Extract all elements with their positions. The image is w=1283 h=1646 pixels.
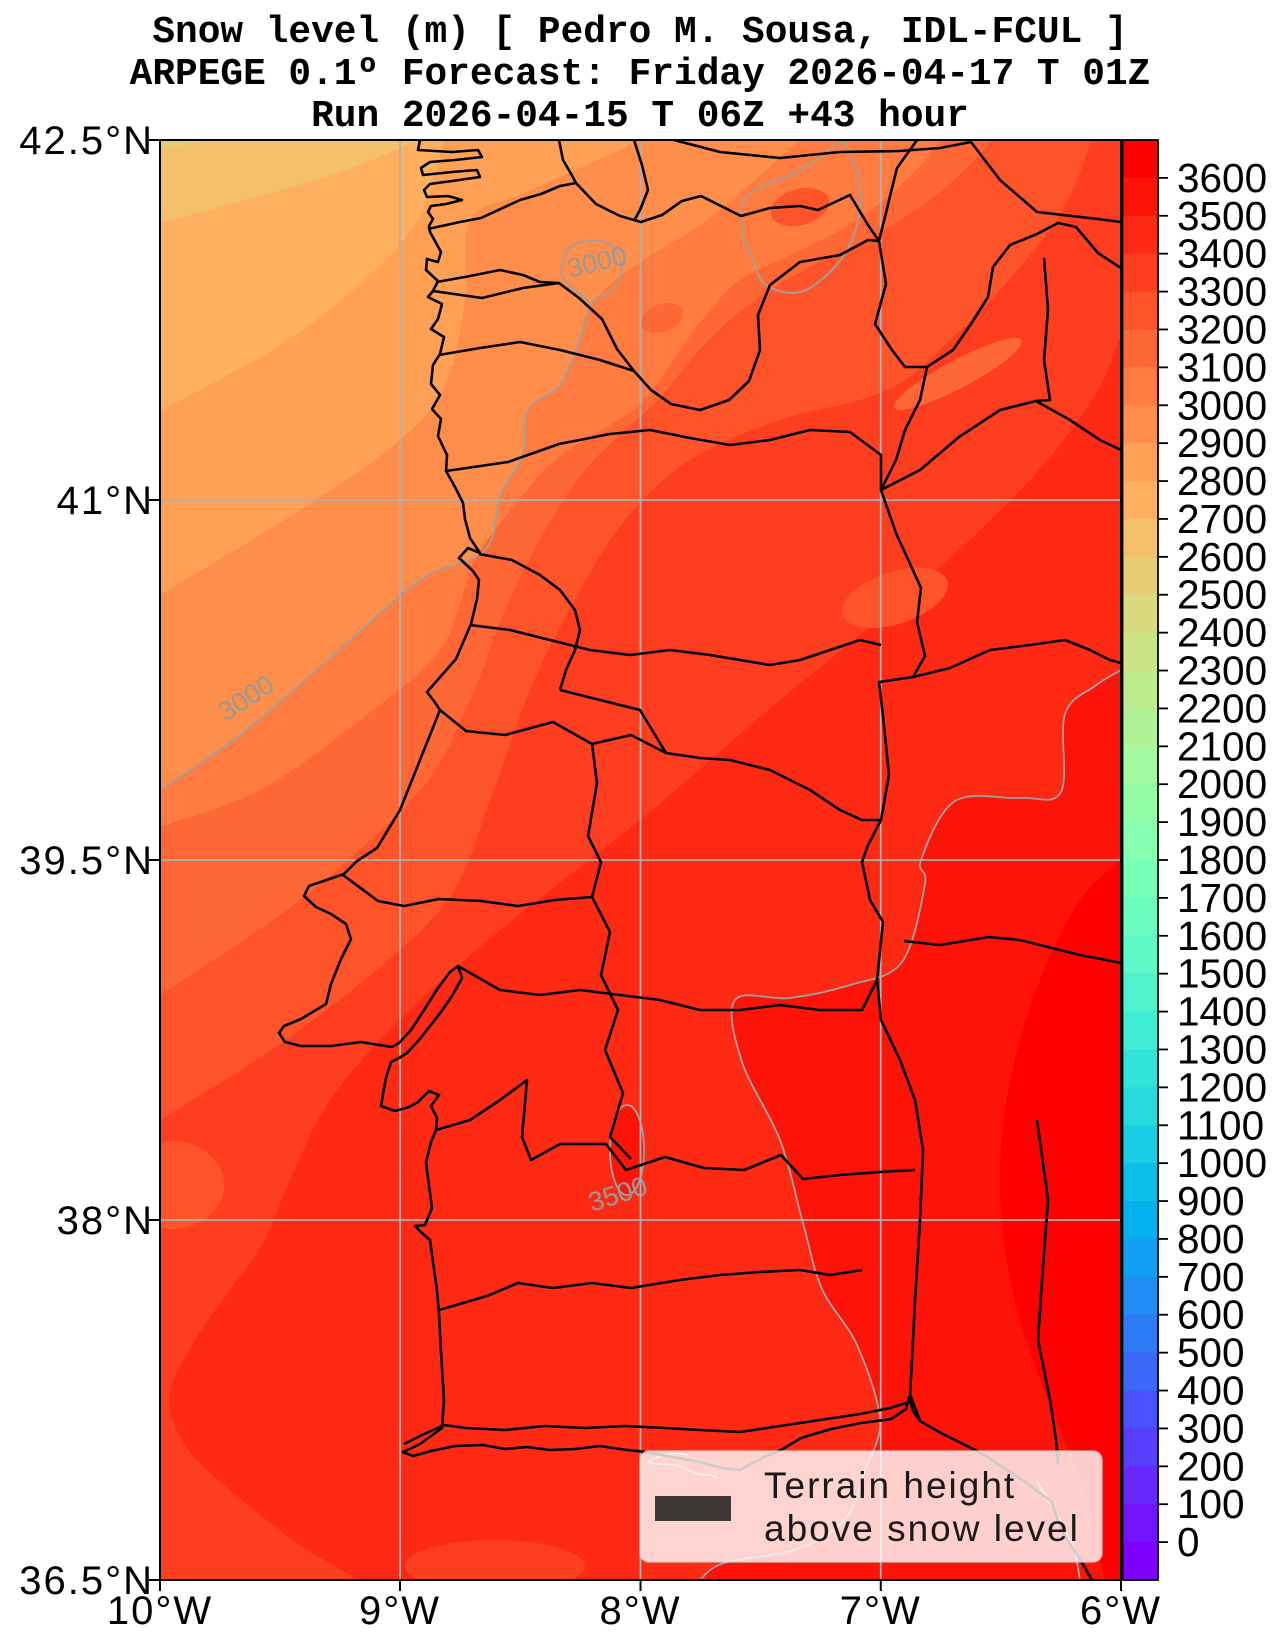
svg-text:300: 300 xyxy=(1177,1405,1245,1451)
svg-text:ARPEGE 0.1º Forecast: Friday 2: ARPEGE 0.1º Forecast: Friday 2026-04-17 … xyxy=(130,54,1151,96)
svg-text:2100: 2100 xyxy=(1177,723,1267,769)
svg-text:1600: 1600 xyxy=(1177,913,1267,959)
svg-text:Run 2026-04-15 T 06Z +43 hour: Run 2026-04-15 T 06Z +43 hour xyxy=(311,96,969,138)
svg-text:38°N: 38°N xyxy=(57,1199,154,1243)
svg-text:41°N: 41°N xyxy=(57,479,154,523)
svg-text:600: 600 xyxy=(1177,1292,1245,1338)
svg-text:3100: 3100 xyxy=(1177,344,1267,390)
svg-text:Terrain height: Terrain height xyxy=(764,1465,1016,1506)
svg-text:2300: 2300 xyxy=(1177,648,1267,694)
svg-text:1900: 1900 xyxy=(1177,799,1267,845)
svg-text:1400: 1400 xyxy=(1177,989,1267,1035)
svg-text:800: 800 xyxy=(1177,1216,1245,1262)
svg-text:3300: 3300 xyxy=(1177,269,1267,315)
svg-text:10°W: 10°W xyxy=(107,1589,213,1633)
svg-text:1000: 1000 xyxy=(1177,1140,1267,1186)
svg-text:2600: 2600 xyxy=(1177,534,1267,580)
svg-text:3500: 3500 xyxy=(1177,193,1267,239)
svg-text:2500: 2500 xyxy=(1177,572,1267,618)
svg-text:2400: 2400 xyxy=(1177,610,1267,656)
svg-text:0: 0 xyxy=(1177,1519,1200,1565)
svg-text:3400: 3400 xyxy=(1177,231,1267,277)
svg-text:Snow level (m) [ Pedro M. Sous: Snow level (m) [ Pedro M. Sousa, IDL-FCU… xyxy=(152,12,1127,54)
svg-text:1800: 1800 xyxy=(1177,837,1267,883)
svg-text:2000: 2000 xyxy=(1177,761,1267,807)
svg-text:36.5°N: 36.5°N xyxy=(19,1559,154,1603)
svg-text:8°W: 8°W xyxy=(600,1589,682,1633)
svg-text:2900: 2900 xyxy=(1177,420,1267,466)
svg-text:3600: 3600 xyxy=(1177,155,1267,201)
svg-text:2200: 2200 xyxy=(1177,685,1267,731)
svg-text:39.5°N: 39.5°N xyxy=(19,839,154,883)
svg-text:1200: 1200 xyxy=(1177,1064,1267,1110)
svg-text:1700: 1700 xyxy=(1177,875,1267,921)
svg-text:42.5°N: 42.5°N xyxy=(19,119,154,163)
svg-text:above snow level: above snow level xyxy=(764,1508,1080,1549)
svg-text:1500: 1500 xyxy=(1177,951,1267,997)
svg-text:3000: 3000 xyxy=(1177,382,1267,428)
svg-text:1300: 1300 xyxy=(1177,1026,1267,1072)
svg-text:900: 900 xyxy=(1177,1178,1245,1224)
svg-text:9°W: 9°W xyxy=(359,1589,441,1633)
svg-text:2800: 2800 xyxy=(1177,458,1267,504)
svg-text:6°W: 6°W xyxy=(1080,1589,1162,1633)
svg-text:100: 100 xyxy=(1177,1481,1245,1527)
svg-text:3200: 3200 xyxy=(1177,306,1267,352)
svg-text:400: 400 xyxy=(1177,1368,1245,1414)
svg-text:200: 200 xyxy=(1177,1443,1245,1489)
svg-text:500: 500 xyxy=(1177,1330,1245,1376)
svg-text:700: 700 xyxy=(1177,1254,1245,1300)
svg-text:2700: 2700 xyxy=(1177,496,1267,542)
svg-text:1100: 1100 xyxy=(1177,1102,1264,1148)
svg-text:7°W: 7°W xyxy=(840,1589,922,1633)
